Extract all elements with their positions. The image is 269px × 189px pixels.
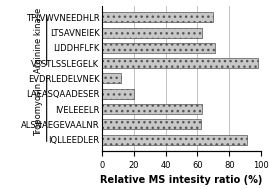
X-axis label: Relative MS intesity ratio (%): Relative MS intesity ratio (%)	[100, 175, 263, 185]
Bar	[102, 43, 215, 53]
Bar	[102, 58, 258, 68]
Text: Arginine kinase: Arginine kinase	[34, 8, 44, 73]
Bar	[102, 74, 121, 83]
Bar	[102, 135, 247, 145]
Bar	[102, 28, 202, 38]
Text: Tropomyosin: Tropomyosin	[34, 82, 44, 136]
Bar	[102, 12, 213, 22]
Bar	[102, 104, 202, 114]
Bar	[102, 119, 201, 129]
Bar	[102, 89, 134, 99]
